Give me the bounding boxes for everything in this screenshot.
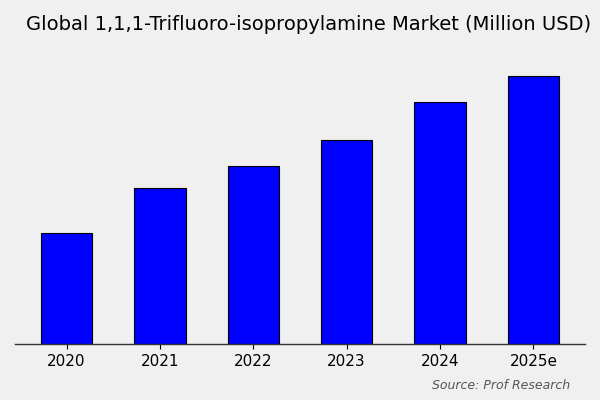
Bar xyxy=(41,233,92,344)
Bar xyxy=(227,166,279,344)
Bar xyxy=(508,76,559,344)
Text: Global 1,1,1-Trifluoro-isopropylamine Market (Million USD): Global 1,1,1-Trifluoro-isopropylamine Ma… xyxy=(26,15,592,34)
Bar xyxy=(321,140,373,344)
Text: Source: Prof Research: Source: Prof Research xyxy=(432,379,570,392)
Bar xyxy=(415,102,466,344)
Bar xyxy=(134,188,185,344)
